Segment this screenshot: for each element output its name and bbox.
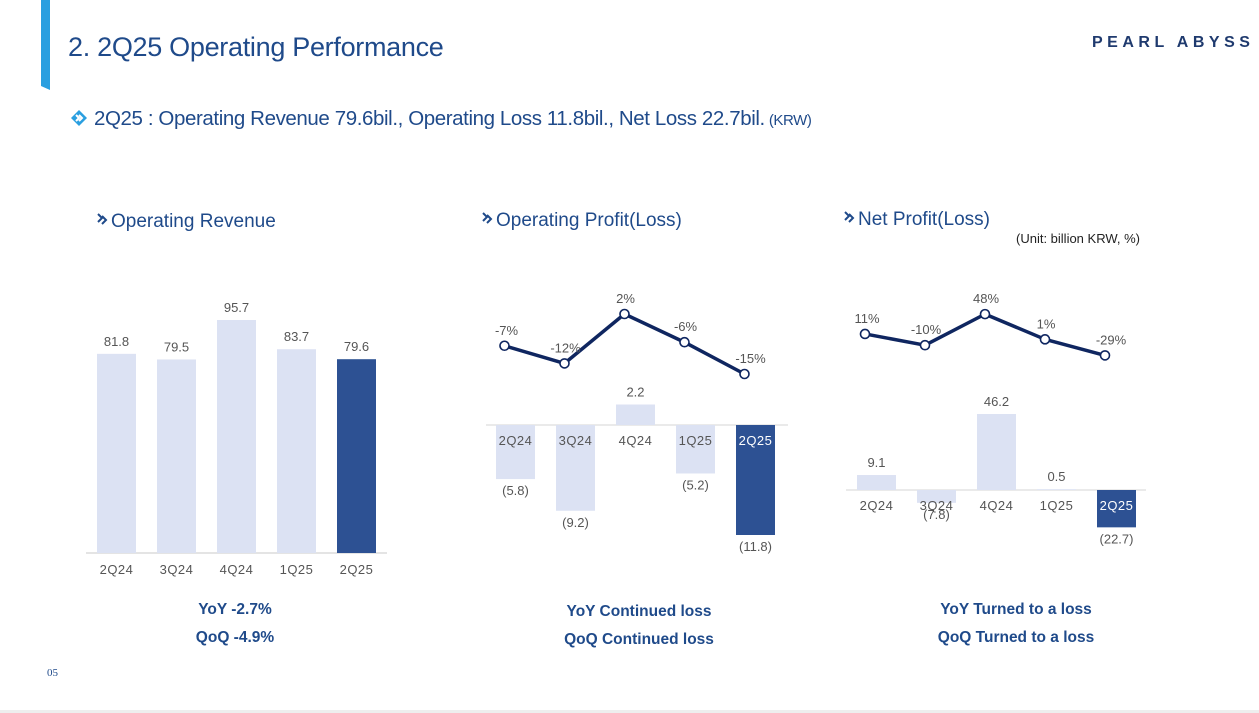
margin-line <box>864 312 1106 358</box>
headline-text: 2Q25 : Operating Revenue 79.6bil., Opera… <box>94 107 765 130</box>
op-profit-section-title: Operating Profit(Loss) <box>481 210 682 232</box>
headline: 2Q25 : Operating Revenue 79.6bil., Opera… <box>70 107 812 131</box>
tick-label: 2Q25 <box>739 433 773 448</box>
tick-label: 2Q25 <box>1100 498 1134 513</box>
revenue-yoy: YoY -2.7% <box>198 601 272 618</box>
bar <box>917 490 956 503</box>
unit-note: (Unit: billion KRW, %) <box>1016 231 1141 246</box>
bar <box>496 425 535 480</box>
margin-label: -10% <box>911 322 942 337</box>
op-profit-qoq: QoQ Continued loss <box>564 631 714 648</box>
tick-label: 3Q24 <box>559 433 593 448</box>
diamond-arrow-icon <box>71 110 87 126</box>
margin-point <box>919 339 931 351</box>
tick-label: 1Q25 <box>280 562 314 577</box>
revenue-summary: YoY -2.7% QoQ -4.9% <box>135 596 335 652</box>
tick-label: 2Q25 <box>340 562 374 577</box>
tick-label: 3Q24 <box>920 498 954 513</box>
chevron-double-icon <box>482 212 493 224</box>
data-label: 0.5 <box>1047 469 1065 484</box>
margin-point <box>1099 350 1111 361</box>
op-profit-summary: YoY Continued loss QoQ Continued loss <box>529 598 749 654</box>
tick-label: 4Q24 <box>980 498 1014 513</box>
data-label: 95.7 <box>224 300 249 315</box>
margin-label: -15% <box>735 351 766 366</box>
margin-point <box>739 368 750 380</box>
tick-label: 1Q25 <box>679 433 713 448</box>
data-label: 79.5 <box>164 339 189 354</box>
bar <box>736 425 775 535</box>
data-label: 2.2 <box>626 384 644 399</box>
data-label: (9.2) <box>562 515 589 530</box>
tick-label: 1Q25 <box>1040 498 1074 513</box>
data-label: 79.6 <box>344 339 369 354</box>
margin-point <box>979 308 991 320</box>
data-label: (11.8) <box>739 539 772 554</box>
bar <box>337 359 376 553</box>
margin-line <box>504 312 746 376</box>
net-profit-title: Net Profit(Loss) <box>858 209 990 230</box>
bar <box>1037 489 1076 490</box>
margin-label: -29% <box>1096 332 1127 347</box>
net-profit-summary: YoY Turned to a loss QoQ Turned to a los… <box>906 596 1126 652</box>
bar <box>277 349 316 553</box>
margin-label: -7% <box>495 323 519 338</box>
accent-bar <box>41 0 50 90</box>
margin-label: 11% <box>854 311 879 326</box>
bar <box>977 414 1016 490</box>
data-label: 46.2 <box>984 394 1009 409</box>
bar <box>857 475 896 490</box>
bar <box>556 425 595 511</box>
data-label: (5.8) <box>502 483 529 498</box>
data-label: (22.7) <box>1100 531 1134 546</box>
tick-label: 4Q24 <box>220 562 254 577</box>
data-label: (7.8) <box>923 507 950 522</box>
page-title: 2. 2Q25 Operating Performance <box>68 32 444 62</box>
margin-label: 2% <box>616 291 635 306</box>
data-label: 83.7 <box>284 329 309 344</box>
data-label: 9.1 <box>867 455 885 470</box>
bar <box>97 353 136 553</box>
op-profit-title: Operating Profit(Loss) <box>496 210 682 231</box>
chevron-double-icon <box>844 211 855 223</box>
margin-point <box>619 308 630 320</box>
tick-label: 2Q24 <box>860 498 894 513</box>
bar <box>157 359 196 553</box>
chevron-double-icon <box>97 213 108 225</box>
revenue-section-title: Operating Revenue <box>96 211 276 233</box>
data-label: 81.8 <box>104 334 129 349</box>
company-logo: PEARL ABYSS <box>1092 34 1255 51</box>
bar <box>217 320 256 553</box>
net-profit-qoq: QoQ Turned to a loss <box>937 629 1095 646</box>
tick-label: 2Q24 <box>499 433 533 448</box>
revenue-qoq: QoQ -4.9% <box>195 629 275 646</box>
margin-label: 48% <box>973 291 999 306</box>
margin-point <box>499 340 510 352</box>
bar <box>1097 490 1136 528</box>
page-number: 05 <box>47 667 58 679</box>
margin-label: -12% <box>550 340 581 355</box>
tick-label: 4Q24 <box>619 433 653 448</box>
tick-label: 2Q24 <box>100 562 134 577</box>
bar <box>676 425 715 474</box>
margin-label: 1% <box>1037 316 1056 331</box>
net-profit-section-title: Net Profit(Loss) <box>843 209 990 231</box>
data-label: (5.2) <box>682 477 709 492</box>
margin-point <box>559 358 570 369</box>
net-profit-yoy: YoY Turned to a loss <box>940 601 1092 618</box>
footer-divider <box>0 710 1259 713</box>
margin-point <box>859 328 871 340</box>
tick-label: 3Q24 <box>160 562 194 577</box>
headline-currency: (KRW) <box>768 112 812 129</box>
margin-point <box>1039 334 1051 345</box>
margin-point <box>679 336 690 348</box>
op-profit-yoy: YoY Continued loss <box>566 603 712 620</box>
margin-label: -6% <box>674 319 698 334</box>
revenue-title: Operating Revenue <box>111 211 276 232</box>
bar <box>616 404 655 425</box>
